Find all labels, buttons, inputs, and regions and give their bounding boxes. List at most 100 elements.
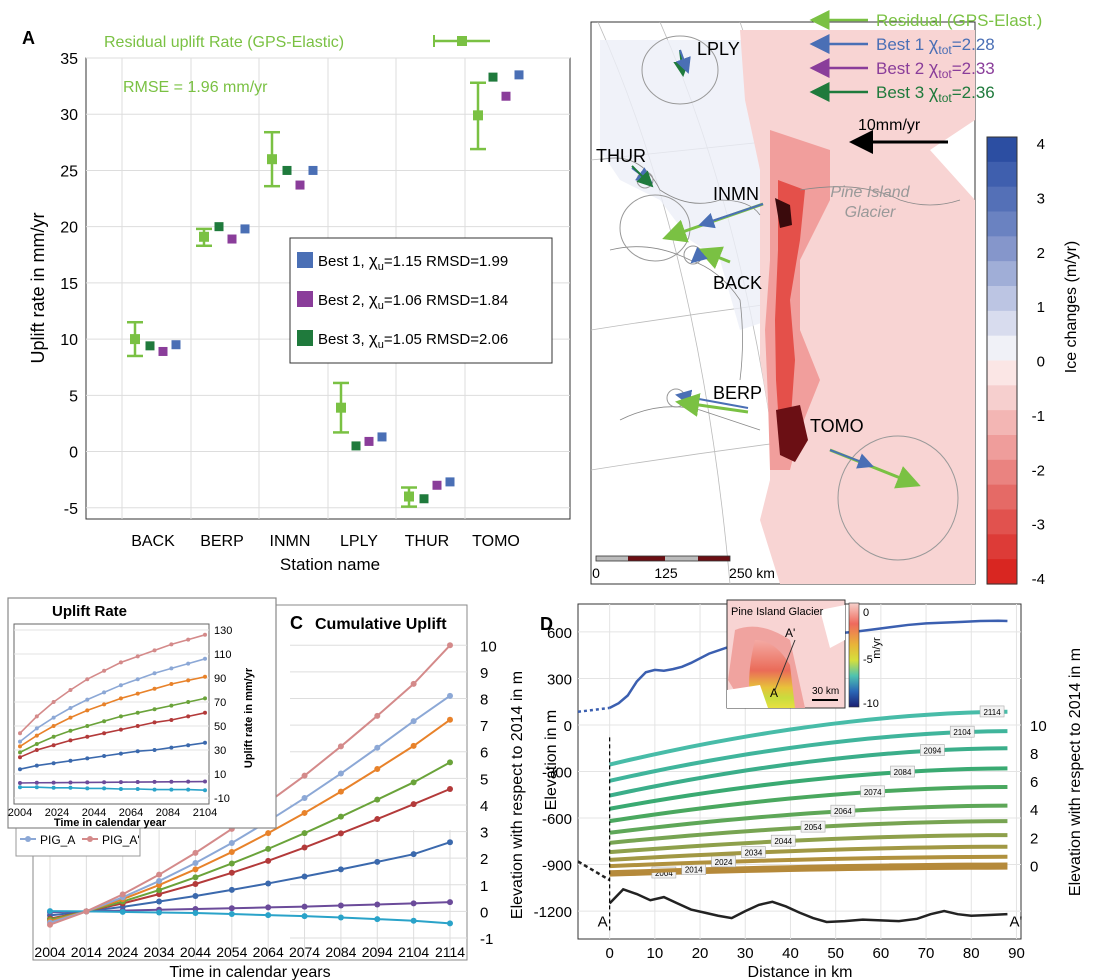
panel-a-y-tick-label: 30 [60, 107, 78, 124]
panel-c-point-pig-a [156, 871, 163, 878]
best-1-point [445, 477, 455, 487]
panel-c-point-tomo [447, 716, 453, 723]
panel-d-year-label: 2084 [894, 768, 912, 777]
panel-c-x-tick-label: 2044 [180, 944, 211, 960]
panel-b-point-lply [102, 780, 107, 785]
panel-c-point-inmn [374, 796, 381, 803]
map-colorbar-segment [987, 509, 1017, 535]
panel-a-y-tick-label: 35 [60, 51, 78, 68]
panel-b-point-pig-a [68, 688, 73, 692]
panel-b-point-pig-a [169, 666, 174, 671]
map-colorbar-segment [987, 161, 1017, 188]
panel-b-point-berp [34, 748, 39, 752]
map-colorbar-tick: -1 [1032, 408, 1045, 425]
inset-cb-tick-0: 0 [863, 607, 869, 619]
panel-d-right-y-ticks: 10 8 6 4 2 0 [1030, 718, 1047, 875]
panel-c-point-tomo [192, 866, 199, 873]
best-2-point [432, 480, 442, 490]
panel-d-x-tick-label: 30 [737, 945, 754, 962]
panel-b-point-thur [18, 785, 22, 790]
inset-cb-label: m/yr [871, 637, 883, 659]
panel-b-point-pig-a [18, 739, 22, 744]
panel-d-surface-extension [577, 706, 610, 714]
panel-a-y-tick-label: 0 [69, 445, 78, 462]
panel-b-point-back [68, 758, 73, 763]
panel-a-x-tick-lply: LPLY [340, 533, 378, 550]
scalebar-label-250: 250 km [729, 565, 775, 581]
panel-b-y-tick-label: 70 [214, 697, 226, 709]
panel-b-point-tomo [186, 678, 191, 683]
panel-b-point-thur [203, 788, 207, 793]
residual-point [336, 402, 346, 413]
panel-b-point-thur [186, 787, 191, 792]
panel-d-x-tick-label: 80 [963, 945, 980, 962]
panel-d-year-label-box [741, 846, 766, 858]
panel-c-x-tick-label: 2114 [435, 944, 465, 960]
panel-b-point-back [186, 743, 191, 748]
map-colorbar-segment [987, 435, 1017, 461]
panel-b-point-back [85, 756, 90, 761]
panel-d-uplift-line-2064 [609, 803, 1008, 835]
panel-c-point-back [374, 858, 381, 865]
panel-c-point-pig-a [337, 743, 344, 750]
panel-d-year-label: 2074 [864, 788, 882, 797]
panel-d-bed-extension [577, 860, 611, 882]
map-colorbar-segment [987, 286, 1017, 312]
panel-b-x-tick-label: 2064 [119, 807, 143, 819]
panel-c-point-thur [410, 917, 417, 924]
panel-a-grid [86, 57, 570, 519]
panel-c-line-pig-a [49, 695, 451, 924]
inset-map-section-a-prime: A' [785, 626, 795, 640]
panel-d-y-tick-label: 300 [547, 671, 572, 688]
panel-d-year-label: 2054 [804, 823, 822, 832]
best-3-point [488, 72, 498, 82]
panel-c-point-inmn [228, 860, 235, 867]
panel-c-point-lply [410, 900, 417, 907]
panel-d-y-tick-label: -300 [542, 765, 572, 782]
panel-c-point-lply [265, 904, 272, 911]
station-label-thur: THUR [596, 146, 646, 166]
panel-b-point-tomo [118, 696, 123, 701]
panel-c-point-pig-a [119, 891, 126, 898]
panel-c-line-berp [49, 788, 451, 920]
panel-d-year-label-box [920, 744, 945, 756]
map-colorbar-segment [987, 360, 1017, 386]
panel-a-legend-label-best-2: Best 2, χu=1.06 RMSD=1.84 [318, 290, 508, 312]
panel-c-x-tick-label: 2004 [34, 944, 65, 960]
map-reference-arrow-label: 10mm/yr [858, 117, 921, 134]
panel-b-point-berp [203, 710, 207, 715]
panel-c-x-tick-label: 2034 [144, 944, 175, 960]
panel-b-y-tick-label: 110 [214, 649, 232, 661]
panel-c-point-lply [301, 903, 308, 910]
panel-c-x-tick-label: 2024 [107, 944, 138, 960]
map-colorbar-segment [987, 335, 1017, 362]
panel-b-point-back [118, 751, 123, 756]
panel-d-year-label: 2004 [655, 869, 673, 878]
map-colorbar-segment [987, 261, 1017, 287]
panel-c-point-back [410, 851, 417, 858]
panel-b-x-tick-label: 2104 [193, 807, 217, 819]
panel-letter-c: C [290, 613, 303, 633]
panel-c-point-lply [337, 902, 344, 909]
residual-point [199, 231, 209, 242]
map-colorbar-tick: 4 [1037, 136, 1045, 153]
panel-b-point-berp [152, 720, 157, 725]
panel-c-y-tick-label: 2 [480, 851, 488, 868]
panel-b-point-pig-a [51, 715, 56, 720]
inset-map-nodata [820, 605, 845, 648]
panel-c-x-tick-label: 2074 [289, 944, 320, 960]
panel-b-point-lply [118, 780, 123, 785]
panel-c-y-tick-label: 0 [480, 904, 488, 921]
panel-b-point-pig-a [102, 668, 107, 673]
panel-b-point-pig-a [85, 697, 90, 702]
panel-c-point-inmn [265, 845, 272, 852]
panel-b-point-thur [152, 787, 157, 792]
panel-c-point-thur [265, 912, 272, 919]
map-legend-label-best-1: Best 1 χtot=2.28 [876, 34, 995, 57]
panel-b-point-lply [68, 780, 73, 785]
map-colorbar-label: Ice changes (m/yr) [1063, 241, 1080, 373]
panel-b-line-thur [20, 786, 206, 791]
panel-b-lines [18, 632, 207, 793]
map-colorbar-segment [987, 310, 1017, 337]
panel-a-legend-box [289, 237, 553, 364]
